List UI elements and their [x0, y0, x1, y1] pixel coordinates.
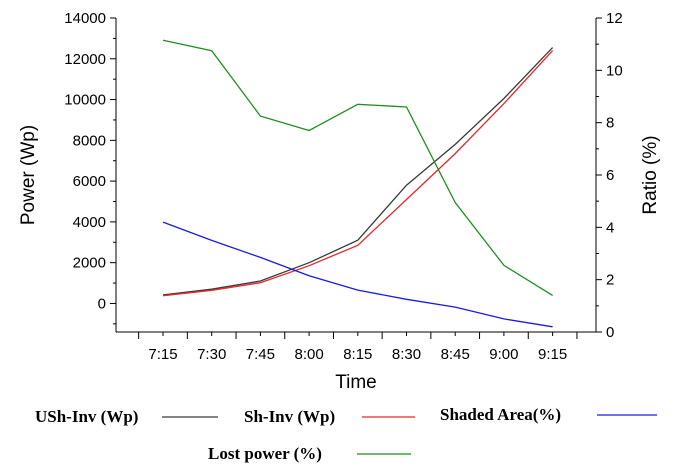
- right-y-axis-title: Ratio (%): [640, 135, 661, 214]
- legend-label-ush-inv-wp: USh-Inv (Wp): [35, 407, 138, 426]
- right-y-tick-label: 8: [606, 115, 614, 132]
- right-y-tick-label: 4: [606, 219, 614, 236]
- left-y-tick-label: 2000: [73, 255, 106, 272]
- series-line-shaded-area: [162, 221, 553, 328]
- x-tick-label: 8:30: [392, 346, 421, 363]
- series-line-lost-power: [162, 39, 553, 296]
- series-layer: [162, 39, 554, 328]
- left-y-tick-label: 6000: [73, 173, 106, 190]
- left-y-tick-label: 10000: [64, 92, 106, 109]
- legend-label-sh-inv-wp: Sh-Inv (Wp): [244, 407, 335, 426]
- left-y-axis-title: Power (Wp): [18, 125, 39, 225]
- right-y-tick-label: 12: [606, 10, 623, 27]
- legend: USh-Inv (Wp) Sh-Inv (Wp) Shaded Area(%) Los…: [35, 405, 657, 463]
- x-axis-title: Time: [335, 372, 377, 393]
- legend-label-lost-power: Lost power (%): [208, 444, 322, 463]
- x-tick-label: 7:30: [197, 346, 226, 363]
- right-y-tick-label: 10: [606, 62, 623, 79]
- series-line-sh-inv-wp: [162, 50, 554, 297]
- left-y-tick-label: 12000: [64, 51, 106, 68]
- x-tick-label: 8:15: [343, 346, 372, 363]
- right-y-tick-label: 0: [606, 324, 614, 341]
- axes-layer: [110, 17, 602, 339]
- x-tick-label: 8:45: [441, 346, 470, 363]
- x-tick-label: 7:15: [148, 346, 177, 363]
- x-tick-label: 7:45: [246, 346, 275, 363]
- right-y-tick-label: 6: [606, 167, 614, 184]
- left-y-tick-label: 4000: [73, 214, 106, 231]
- labels-layer: 0 2000 4000 6000 8000 10000 12000 14000 0 2 4 6 8 10 1…: [18, 10, 661, 393]
- series-line-ush-inv-wp: [162, 47, 554, 296]
- x-tick-label: 9:00: [489, 346, 518, 363]
- left-y-tick-label: 8000: [73, 132, 106, 149]
- left-y-tick-label: 0: [98, 295, 106, 312]
- left-y-tick-label: 14000: [64, 10, 106, 27]
- x-tick-label: 8:00: [294, 346, 323, 363]
- right-y-tick-label: 2: [606, 272, 614, 289]
- legend-label-shaded-area: Shaded Area(%): [440, 405, 561, 424]
- x-tick-label: 9:15: [538, 346, 567, 363]
